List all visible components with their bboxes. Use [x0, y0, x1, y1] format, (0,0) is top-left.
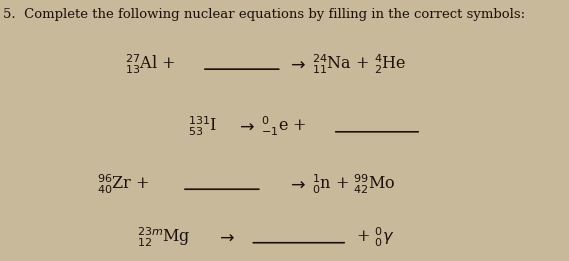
Text: $\rightarrow$: $\rightarrow$: [287, 175, 307, 193]
Text: $\rightarrow$: $\rightarrow$: [287, 55, 307, 73]
Text: $^{27}_{13}$Al +: $^{27}_{13}$Al +: [125, 52, 176, 75]
Text: $^{23m}_{12}$Mg: $^{23m}_{12}$Mg: [137, 226, 190, 249]
Text: $^{0}_{-1}$e +: $^{0}_{-1}$e +: [261, 115, 306, 138]
Text: + $^{0}_{0}\gamma$: + $^{0}_{0}\gamma$: [356, 226, 394, 249]
Text: 5.  Complete the following nuclear equations by filling in the correct symbols:: 5. Complete the following nuclear equati…: [3, 8, 525, 21]
Text: $\rightarrow$: $\rightarrow$: [236, 118, 255, 135]
Text: $^{131}_{53}$I: $^{131}_{53}$I: [188, 115, 217, 138]
Text: $^{96}_{40}$Zr +: $^{96}_{40}$Zr +: [97, 173, 149, 195]
Text: $^{1}_{0}$n + $^{99}_{42}$Mo: $^{1}_{0}$n + $^{99}_{42}$Mo: [312, 173, 395, 195]
Text: $\rightarrow$: $\rightarrow$: [216, 229, 236, 246]
Text: $^{24}_{11}$Na + $^{4}_{2}$He: $^{24}_{11}$Na + $^{4}_{2}$He: [312, 52, 406, 75]
